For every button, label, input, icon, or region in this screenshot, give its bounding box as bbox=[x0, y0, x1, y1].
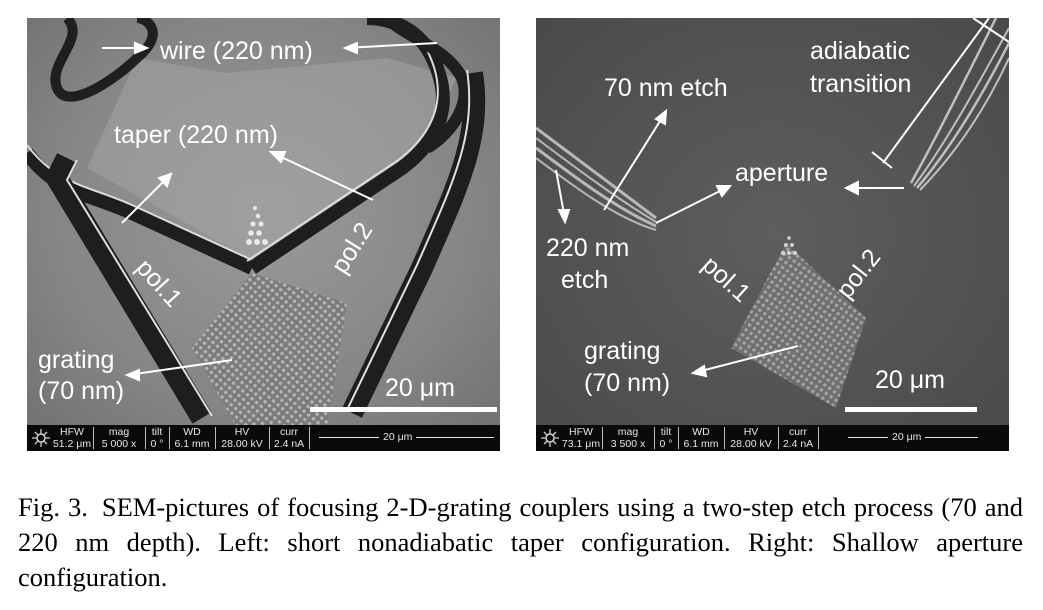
waveguide-arms bbox=[27, 18, 486, 424]
aperture-label: aperture bbox=[735, 159, 829, 187]
scale-label: 20 μm bbox=[875, 366, 945, 394]
annotation-arrows-left bbox=[102, 41, 438, 382]
hv-readout: HV 28.00 kV bbox=[221, 426, 263, 450]
mag-readout: mag 3 500 x bbox=[610, 426, 646, 450]
scale-bar bbox=[845, 407, 977, 412]
etch220-label-line2: etch bbox=[561, 266, 609, 294]
tilt-readout: tilt 0 ° bbox=[659, 426, 673, 450]
etched-waveguides-left bbox=[536, 126, 657, 231]
scale-label: 20 μm bbox=[385, 374, 455, 402]
grating-dots-right bbox=[780, 236, 798, 256]
etch220-label-line1: 220 nm bbox=[546, 234, 630, 262]
etch70-label: 70 nm etch bbox=[604, 74, 728, 102]
etched-waveguides-right bbox=[909, 18, 1009, 191]
grating-label-line1: grating bbox=[38, 346, 115, 374]
annotation-arrows-right bbox=[555, 18, 1009, 378]
wd-readout: WD 6.1 mm bbox=[683, 426, 719, 450]
sem-image-left: wire (220 nm) taper (220 nm) pol.1 pol.2… bbox=[27, 18, 500, 451]
figure-number: Fig. 3. bbox=[18, 492, 88, 522]
curr-readout: curr 2.4 nA bbox=[273, 426, 305, 450]
tilt-readout: tilt 0 ° bbox=[150, 426, 164, 450]
databar-scale-text: 20 μm bbox=[379, 431, 417, 443]
scale-bar bbox=[310, 407, 497, 412]
taper-label: taper (220 nm) bbox=[114, 121, 278, 149]
hfw-readout: HFW 51.2 μm bbox=[52, 426, 92, 450]
sem-image-right: adiabatic transition 70 nm etch aperture… bbox=[536, 18, 1009, 451]
sem-databar-right: HFW 73.1 μm mag 3 500 x tilt 0 ° WD 6.1 mm H… bbox=[536, 425, 1009, 451]
grating-label-line2: (70 nm) bbox=[584, 369, 671, 397]
sem-right-graphic bbox=[536, 18, 1009, 451]
grating-fan-right bbox=[731, 243, 866, 408]
wd-readout: WD 6.1 mm bbox=[174, 426, 210, 450]
grating-label-line1: grating bbox=[584, 337, 661, 365]
adiabatic-label-line2: transition bbox=[810, 70, 912, 98]
wire-label: wire (220 nm) bbox=[160, 37, 313, 65]
hv-readout: HV 28.00 kV bbox=[730, 426, 772, 450]
grating-fan-left bbox=[192, 273, 347, 428]
hfw-readout: HFW 73.1 μm bbox=[561, 426, 601, 450]
curr-readout: curr 2.4 nA bbox=[782, 426, 814, 450]
caption-text: SEM-pictures of focusing 2-D-grating cou… bbox=[18, 492, 1023, 592]
figure-caption: Fig. 3. SEM-pictures of focusing 2-D-grat… bbox=[18, 490, 1023, 595]
grating-label-line2: (70 nm) bbox=[38, 377, 125, 405]
instrument-logo-icon bbox=[32, 429, 50, 447]
grating-dots-left bbox=[246, 206, 268, 245]
adiabatic-label-line1: adiabatic bbox=[810, 37, 911, 65]
databar-scale-text: 20 μm bbox=[888, 431, 926, 443]
sem-left-graphic bbox=[27, 18, 500, 451]
sem-databar-left: HFW 51.2 μm mag 5 000 x tilt 0 ° WD 6.1 mm H… bbox=[27, 425, 500, 451]
instrument-logo-icon bbox=[541, 429, 559, 447]
mag-readout: mag 5 000 x bbox=[101, 426, 137, 450]
